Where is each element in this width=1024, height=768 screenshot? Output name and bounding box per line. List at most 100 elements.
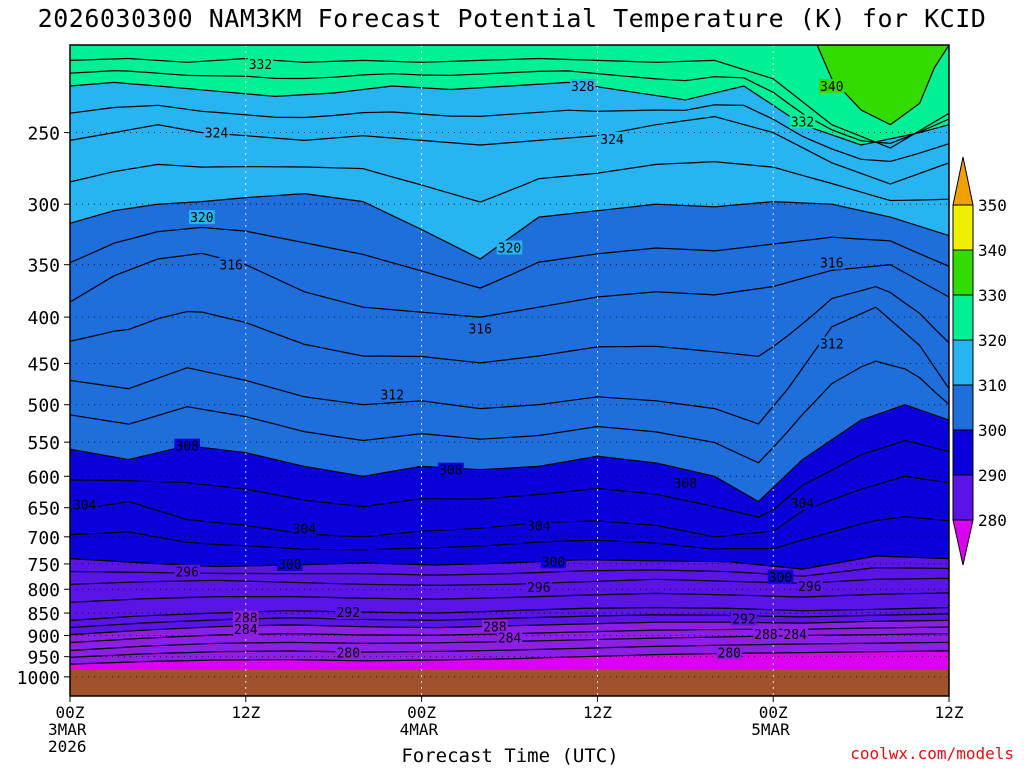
y-tick-label: 400 [27,308,60,329]
colorbar-band [952,339,974,386]
contour-label: 300 [542,555,565,570]
colorbar-label: 310 [978,376,1007,395]
y-tick-label: 950 [27,648,60,669]
isentrope-314 [70,285,949,364]
contour-label-bg [819,255,845,270]
isentrope-310 [70,360,949,464]
y-tick-label: 300 [27,195,60,216]
isentrope-322 [70,161,949,203]
isentrope-302 [70,516,949,551]
contour-label-bg [731,611,757,626]
isentrope-332 [70,57,949,149]
contour-label: 296 [798,580,821,595]
contour-label-bg [233,610,259,625]
contour-label: 332 [791,115,814,130]
colorbar-label: 320 [978,331,1007,350]
contour-label-bg [496,630,523,645]
colorbar-legend: 350 340 330 320 310 300 290 280 [952,156,1007,566]
plot-frame [69,44,950,697]
contour-label: 324 [205,127,229,142]
contour-label: 292 [337,606,360,621]
credit-link[interactable]: coolwx.com/models [850,744,1014,763]
contour-label-bg [233,621,259,636]
isentrope-340 [816,45,949,126]
colorbar-label: 340 [978,241,1007,260]
contour-label-bg [789,114,816,129]
contour-label-bg [496,240,523,255]
y-tick-label: 750 [27,555,60,576]
colorbar-extend-top [952,156,974,206]
x-tick-label: 5MAR [751,720,790,739]
contour-label-bg [335,605,362,620]
chart-title: 2026030300 NAM3KM Forecast Potential Tem… [37,4,987,33]
colorbar-band [952,384,974,431]
contour-label: 280 [718,647,741,662]
contour-label-bg [716,645,743,660]
ground-layer [70,669,949,696]
contour-label-bg [789,495,816,510]
contour-label-bg [174,564,200,579]
colorbar-label: 330 [978,286,1007,305]
contour-label-bg [71,497,98,512]
contour-label: 284 [498,632,522,647]
contour-label-bg [569,78,596,93]
y-tick-label: 900 [27,626,60,647]
isentrope-312 [70,306,949,425]
x-axis-label: Forecast Time (UTC) [401,745,619,767]
isentrope-318 [70,226,949,289]
x-tick-label: 12Z [231,703,260,722]
colorbar-band [952,429,974,476]
colorbar-label: 280 [978,511,1007,530]
contour-label: 304 [73,499,97,514]
x-tick-label: 4MAR [400,720,439,739]
y-tick-label: 700 [27,528,60,549]
contour-label: 312 [381,388,404,403]
contour-label-bg [335,645,362,660]
contour-label: 320 [190,211,213,226]
colorbar-band [952,249,974,296]
contour-label: 308 [674,477,697,492]
contour-label: 288 [754,628,777,643]
ground [70,669,949,696]
x-tick-label: 12Z [935,703,964,722]
contour-label-bg [753,627,779,642]
contour-label-bg [672,475,699,490]
y-tick-label: 550 [27,433,60,454]
contour-label-bg [797,578,823,593]
contour-label: 304 [527,519,551,534]
contour-label-bg [819,78,845,93]
contour-label-bg [291,521,318,536]
y-tick-label: 800 [27,580,60,601]
y-axis: 2503003504004505005506006507007508008509… [17,124,70,689]
contour-label-bg [379,387,406,402]
isentrope-300 [70,555,949,570]
x-tick-label: 12Z [583,703,612,722]
y-tick-label: 850 [27,604,60,625]
contour-label-bg [203,125,230,140]
contour-label-bg [526,518,552,533]
colorbar-band [952,294,974,341]
contour-label: 328 [571,80,594,95]
contour-label: 308 [439,464,462,479]
contour-label: 316 [820,256,843,271]
isentrope-326 [70,104,949,163]
colorbar-label: 290 [978,466,1007,485]
isentrope-324 [70,115,949,185]
contour-label-bg [467,321,493,336]
colorbar-band [952,474,974,521]
y-tick-label: 1000 [17,668,60,689]
isentrope-292 [70,606,949,621]
isentrope-330 [70,70,949,145]
contour-label: 316 [468,323,491,338]
contour-label: 340 [820,80,843,95]
isentrope-306 [70,439,949,518]
x-tick-label: 00Z [56,703,85,722]
contour-label: 284 [783,628,807,643]
y-tick-label: 450 [27,354,60,375]
isentrope-288 [70,619,949,636]
contour-label: 296 [527,581,550,596]
contour-lines [70,45,949,665]
contour-label-bg [540,554,567,569]
